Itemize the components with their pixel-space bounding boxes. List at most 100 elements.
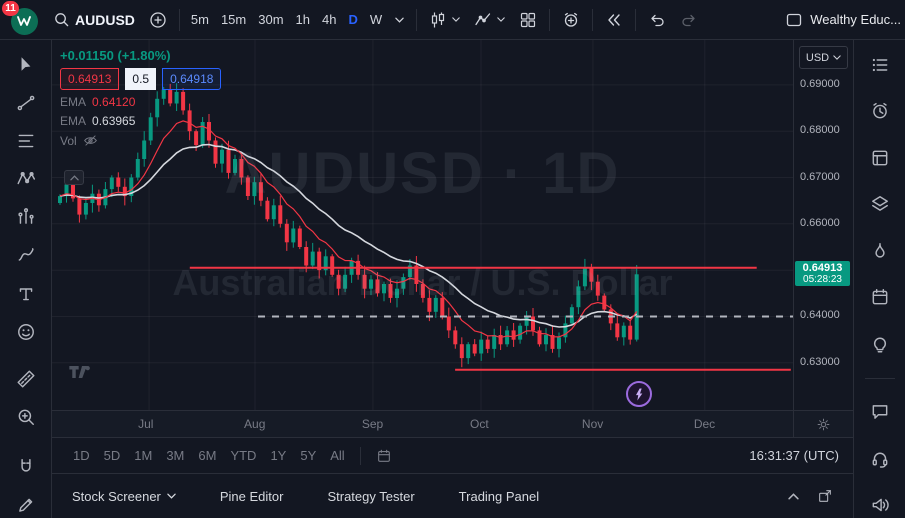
tool-chat-button[interactable]	[866, 399, 894, 425]
range-3M-button[interactable]: 3M	[159, 444, 191, 467]
tool-pencil-button[interactable]	[12, 493, 40, 518]
range-5Y-button[interactable]: 5Y	[293, 444, 323, 467]
tool-cursor-button[interactable]	[12, 52, 40, 77]
grid-layout-icon	[519, 11, 537, 29]
month-label: Oct	[470, 417, 489, 431]
chevron-down-icon	[497, 17, 505, 22]
prediction-icon	[17, 208, 34, 225]
object-tree-icon	[871, 196, 888, 212]
measure-icon	[17, 370, 34, 388]
timeframe-15m-button[interactable]: 15m	[215, 7, 252, 32]
price-axis[interactable]: USD 0.69000 0.68000 0.67000 0.66000 0.64000 0…	[793, 40, 853, 410]
calendar-icon	[377, 449, 390, 462]
tool-text-button[interactable]	[12, 281, 40, 306]
volume-label: Vol	[60, 133, 77, 148]
tool-trend-line-button[interactable]	[12, 90, 40, 115]
multichart-layout-button[interactable]	[512, 6, 544, 34]
bottom-panel-tabs: Stock Screener Pine Editor Strategy Tester…	[52, 473, 853, 518]
range-All-button[interactable]: All	[323, 444, 351, 467]
timeframe-5m-button[interactable]: 5m	[185, 7, 215, 32]
create-alert-button[interactable]	[555, 6, 587, 34]
time-axis[interactable]: Jul Aug Sep Oct Nov Dec	[52, 410, 853, 437]
utc-clock[interactable]: 16:31:37 (UTC)	[749, 448, 839, 463]
tab-trading-panel[interactable]: Trading Panel	[459, 489, 539, 504]
symbol-search-button[interactable]: AUDUSD	[46, 6, 142, 33]
cursor-icon	[21, 56, 30, 71]
candle-style-button[interactable]	[422, 6, 467, 34]
tradingview-logo[interactable]	[66, 364, 94, 380]
chart-area: AUDUSD · 1D Australian Dollar / U.S. Dol…	[52, 40, 853, 410]
alerts-clock-icon	[872, 103, 887, 119]
market-status-button[interactable]	[626, 381, 652, 407]
redo-icon	[680, 11, 698, 29]
timeframe-W-button[interactable]: W	[364, 7, 388, 32]
price-label: 0.68000	[800, 124, 840, 137]
tool-calendar-button[interactable]	[866, 285, 894, 311]
tab-pine-editor[interactable]: Pine Editor	[220, 489, 284, 504]
tool-watchlist-button[interactable]	[866, 52, 894, 78]
axis-settings-corner[interactable]	[793, 411, 853, 437]
indicators-icon	[474, 11, 492, 29]
tool-object-tree-button[interactable]	[866, 192, 894, 218]
maximize-panel-button[interactable]	[817, 488, 833, 504]
tab-strategy-tester[interactable]: Strategy Tester	[327, 489, 414, 504]
alert-clock-icon	[562, 11, 580, 29]
timeframe-4h-button[interactable]: 4h	[316, 7, 342, 32]
tool-magnet-button[interactable]	[12, 455, 40, 480]
range-1Y-button[interactable]: 1Y	[263, 444, 293, 467]
range-1D-button[interactable]: 1D	[66, 444, 97, 467]
tool-fib-retracement-button[interactable]	[12, 128, 40, 153]
chevron-down-icon	[395, 17, 404, 23]
timeframe-dropdown-button[interactable]	[388, 12, 411, 28]
bottom-tabs-group: Stock Screener Pine Editor Strategy Tester…	[72, 489, 539, 504]
time-axis-labels: Jul Aug Sep Oct Nov Dec	[52, 411, 793, 437]
range-6M-button[interactable]: 6M	[191, 444, 223, 467]
tool-brush-button[interactable]	[12, 243, 40, 268]
timeframe-1h-button[interactable]: 1h	[290, 7, 316, 32]
sell-button[interactable]: 0.64913	[60, 68, 120, 90]
redo-button[interactable]	[673, 6, 705, 34]
tool-ideas-button[interactable]	[866, 331, 894, 357]
tool-xabcd-pattern-button[interactable]	[12, 167, 40, 192]
tool-measure-button[interactable]	[12, 366, 40, 391]
account-name[interactable]: Wealthy Educ...	[810, 12, 901, 27]
tool-zoom-button[interactable]	[12, 405, 40, 430]
range-5D-button[interactable]: 5D	[97, 444, 128, 467]
toolbar-divider	[416, 8, 418, 31]
tool-support-button[interactable]	[866, 446, 894, 472]
candlestick-chart[interactable]	[52, 40, 793, 410]
volume-row: Vol	[60, 133, 221, 148]
pencil-icon	[18, 499, 32, 513]
tool-megaphone-button[interactable]	[866, 492, 894, 518]
save-layout-button[interactable]	[778, 6, 810, 34]
timeframe-30m-button[interactable]: 30m	[252, 7, 289, 32]
go-to-date-button[interactable]	[369, 444, 399, 468]
tab-label: Pine Editor	[219, 488, 284, 504]
bar-replay-button[interactable]	[598, 6, 630, 34]
chart-plot[interactable]: AUDUSD · 1D Australian Dollar / U.S. Dol…	[52, 40, 793, 410]
visibility-off-icon[interactable]	[83, 133, 98, 148]
price-label: 0.66000	[800, 216, 840, 229]
undo-button[interactable]	[641, 6, 673, 34]
buy-button[interactable]: 0.64918	[162, 68, 222, 90]
range-YTD-button[interactable]: YTD	[223, 444, 263, 467]
compare-add-symbol-button[interactable]	[142, 6, 174, 34]
legend-collapse-button[interactable]	[64, 170, 84, 185]
indicators-button[interactable]	[467, 6, 512, 34]
range-1M-button[interactable]: 1M	[127, 444, 159, 467]
tool-data-window-button[interactable]	[866, 145, 894, 171]
toolbar-divider	[178, 8, 180, 31]
tool-emoji-button[interactable]	[12, 319, 40, 344]
timeframe-D-button[interactable]: D	[342, 7, 363, 32]
tool-prediction-button[interactable]	[12, 205, 40, 230]
tool-hotlists-button[interactable]	[866, 238, 894, 264]
app-logo[interactable]: 11	[0, 0, 46, 40]
tool-alerts-clock-button[interactable]	[866, 99, 894, 125]
chevron-up-icon	[788, 492, 799, 499]
trade-buttons: 0.64913 0.5 0.64918	[60, 68, 222, 90]
currency-selector[interactable]: USD	[799, 46, 848, 69]
expand-panel-button[interactable]	[788, 488, 799, 504]
bar-countdown: 05:28:23	[803, 274, 842, 286]
tab-stock-screener[interactable]: Stock Screener	[72, 489, 176, 504]
